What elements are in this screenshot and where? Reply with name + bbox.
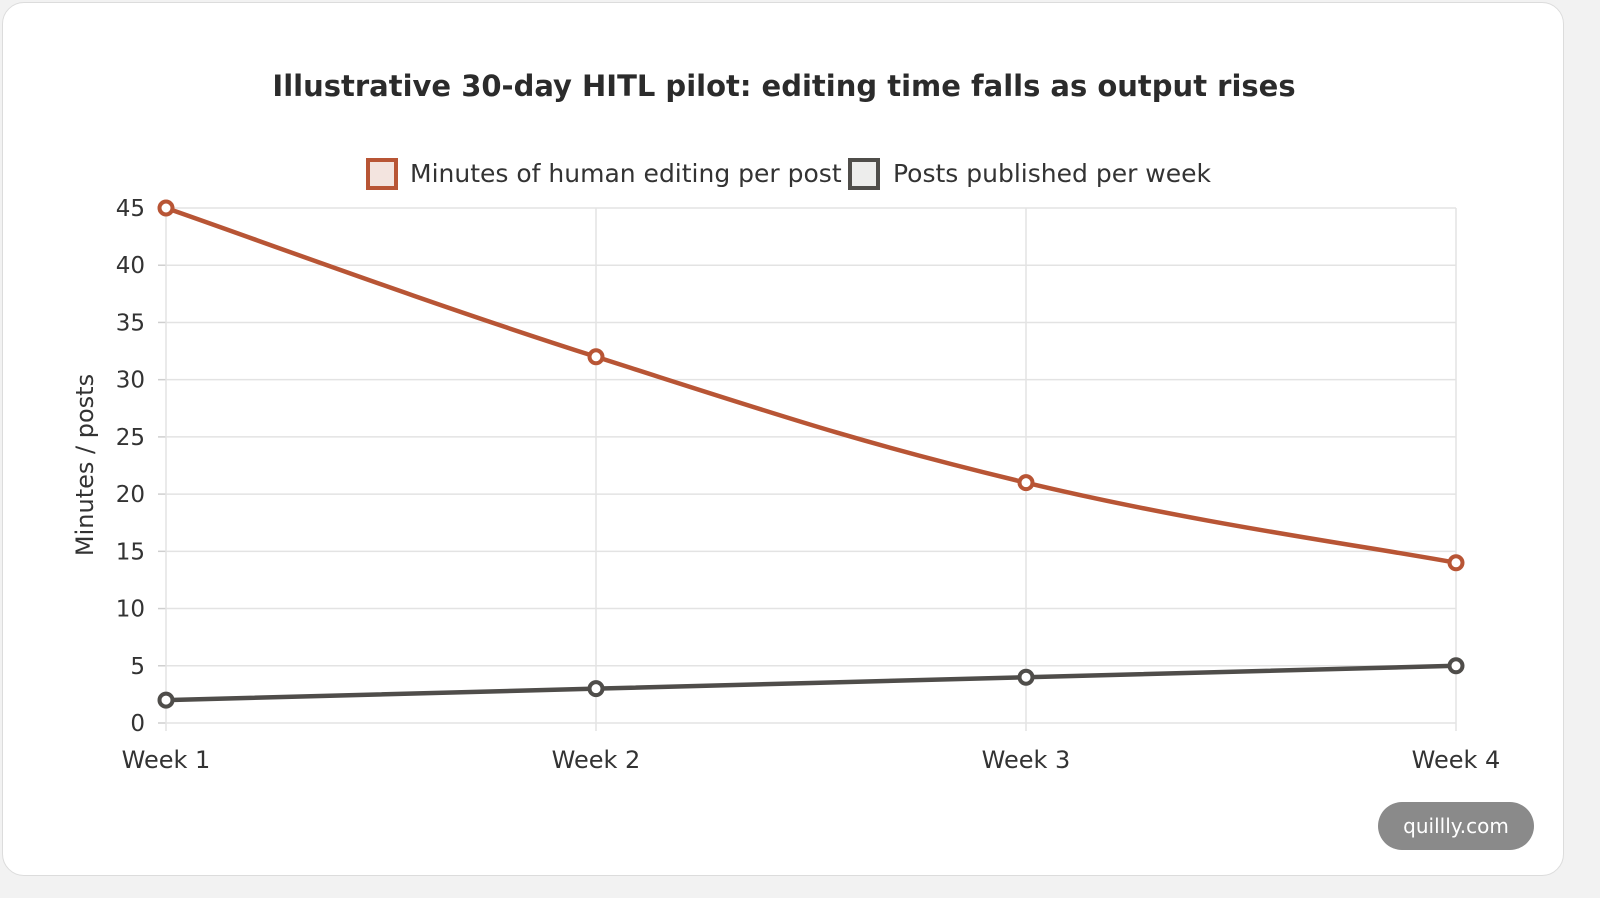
series-line-1 [165,663,1457,703]
y-tick-label: 5 [130,654,145,680]
series-layer [157,199,1465,709]
y-tick-label: 30 [116,368,145,394]
y-tick-label: 20 [116,482,145,508]
data-point [1447,657,1465,675]
y-tick-label: 40 [116,253,145,279]
y-tick-label: 15 [116,539,145,565]
data-point [1447,554,1465,572]
data-point [1017,668,1035,686]
y-tick-label: 25 [116,425,145,451]
series-line-0 [165,205,1457,565]
data-point [587,348,605,366]
legend: Minutes of human editing per post Posts p… [366,158,1212,190]
x-tick-label: Week 1 [122,746,211,774]
y-axis-ticks: 0 5 10 15 20 25 30 35 40 45 [116,196,145,737]
x-tick-label: Week 4 [1412,746,1501,774]
y-axis-label: Minutes / posts [71,374,99,556]
legend-swatch [848,158,880,190]
data-point [157,199,175,217]
y-tick-label: 10 [116,597,145,623]
y-tick-label: 35 [116,310,145,336]
chart-card [2,2,1564,876]
data-point [587,680,605,698]
y-tick-label: 45 [116,196,145,222]
legend-label: Posts published per week [893,159,1212,188]
chart-title: Illustrative 30-day HITL pilot: editing … [272,69,1295,103]
y-tick-label: 0 [130,711,145,737]
x-tick-label: Week 2 [552,746,641,774]
legend-swatch [366,158,398,190]
x-tick-label: Week 3 [982,746,1071,774]
legend-label: Minutes of human editing per post [410,159,842,188]
watermark-badge: quillly.com [1378,802,1534,850]
data-point [157,691,175,709]
x-axis-ticks: Week 1 Week 2 Week 3 Week 4 [122,746,1501,774]
data-point [1017,474,1035,492]
gridlines [158,207,1457,731]
